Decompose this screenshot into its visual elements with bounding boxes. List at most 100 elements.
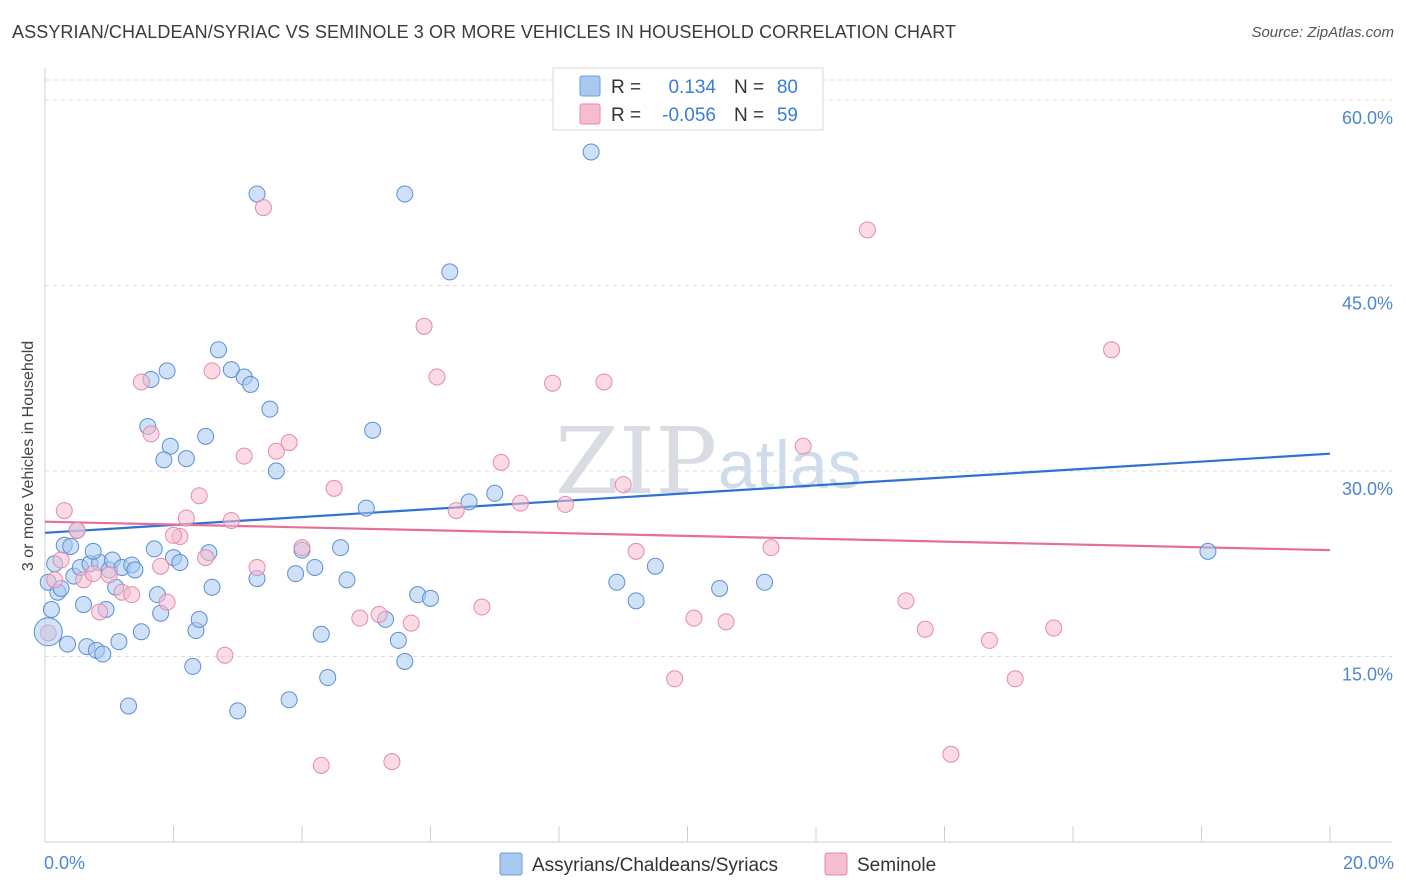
point-assyrians <box>364 421 382 439</box>
point-assyrians <box>126 561 144 579</box>
point-seminole <box>544 374 562 392</box>
point-seminole <box>595 373 613 391</box>
point-assyrians <box>306 558 324 576</box>
correlation-legend: R = 0.134 N = 80 R = -0.056 N = 59 <box>552 67 824 131</box>
point-seminole <box>158 593 176 611</box>
point-seminole <box>165 526 182 544</box>
point-seminole <box>132 373 150 391</box>
point-assyrians <box>261 400 279 418</box>
point-assyrians <box>280 691 298 709</box>
point-seminole <box>980 631 998 649</box>
point-assyrians <box>120 697 138 715</box>
point-assyrians <box>312 625 330 643</box>
point-assyrians <box>155 451 173 469</box>
point-seminole <box>142 425 160 443</box>
legend-r-label-2: R = <box>611 105 641 126</box>
watermark-atlas: atlas <box>718 427 862 503</box>
point-seminole <box>473 598 491 616</box>
legend-n-label-1: N = <box>734 77 764 98</box>
point-assyrians <box>389 631 407 649</box>
point-seminole <box>916 620 934 638</box>
point-seminole <box>203 362 221 380</box>
point-assyrians <box>711 579 729 597</box>
point-assyrians <box>248 185 266 203</box>
point-assyrians <box>161 437 179 455</box>
point-seminole <box>152 557 170 575</box>
point-assyrians <box>267 462 285 480</box>
point-assyrians <box>62 537 80 555</box>
point-seminole <box>123 586 141 604</box>
chart-title: ASSYRIAN/CHALDEAN/SYRIAC VS SEMINOLE 3 O… <box>12 22 957 42</box>
point-assyrians <box>756 573 774 591</box>
point-seminole <box>447 502 465 520</box>
y-tick-label: 30.0% <box>1342 479 1393 499</box>
point-seminole <box>942 745 960 763</box>
bottom-legend-swatch-seminole <box>824 852 848 876</box>
point-seminole <box>1045 619 1063 637</box>
point-assyrians <box>1199 542 1217 560</box>
point-seminole <box>614 476 632 494</box>
trend-line-seminole <box>44 520 1331 552</box>
point-seminole <box>556 495 574 513</box>
series-legend: Assyrians/Chaldeans/Syriacs Seminole <box>499 852 936 876</box>
point-seminole <box>68 521 86 539</box>
point-seminole <box>325 479 343 497</box>
legend-r-value-1: 0.134 <box>668 77 716 98</box>
bottom-legend-label-seminole: Seminole <box>857 855 936 876</box>
axes <box>44 68 1392 843</box>
point-assyrians <box>441 263 459 281</box>
point-seminole <box>492 453 510 471</box>
point-seminole <box>627 542 645 560</box>
point-assyrians <box>332 539 350 557</box>
y-tick-label: 15.0% <box>1342 665 1393 685</box>
point-assyrians <box>287 565 305 583</box>
y-axis-label: 3 or more Vehicles in Household <box>20 341 37 571</box>
point-seminole <box>280 434 298 452</box>
point-assyrians <box>422 589 439 607</box>
point-assyrians <box>203 578 221 596</box>
point-assyrians <box>608 573 626 591</box>
point-seminole <box>511 494 529 512</box>
point-seminole <box>415 317 433 335</box>
legend-swatch-seminole <box>579 103 601 125</box>
point-seminole <box>197 549 215 567</box>
x-tick-label-min: 0.0% <box>44 853 85 873</box>
legend-r-label-1: R = <box>611 77 641 98</box>
point-assyrians <box>357 499 375 517</box>
point-seminole <box>46 571 64 589</box>
point-seminole <box>1006 670 1024 688</box>
point-assyrians <box>190 610 208 628</box>
point-assyrians <box>84 542 102 560</box>
point-assyrians <box>184 657 202 675</box>
point-seminole <box>717 613 735 631</box>
point-seminole <box>402 614 420 632</box>
point-assyrians <box>396 652 414 670</box>
point-assyrians <box>33 617 63 647</box>
point-seminole <box>897 592 915 610</box>
point-seminole <box>1103 341 1121 359</box>
point-seminole <box>177 509 195 527</box>
point-assyrians <box>209 341 227 359</box>
point-seminole <box>858 221 876 239</box>
point-seminole <box>190 487 208 505</box>
point-seminole <box>222 511 240 529</box>
point-assyrians <box>42 601 60 619</box>
trend-lines <box>44 452 1331 552</box>
point-assyrians <box>627 592 645 610</box>
point-seminole <box>666 670 684 688</box>
legend-swatch-assyrians <box>579 75 601 97</box>
point-assyrians <box>460 493 478 511</box>
point-assyrians <box>177 450 195 468</box>
point-assyrians <box>582 143 600 161</box>
point-assyrians <box>132 623 150 641</box>
point-seminole <box>91 603 109 621</box>
point-assyrians <box>646 557 664 575</box>
y-tick-label: 45.0% <box>1342 294 1393 314</box>
point-assyrians <box>229 702 247 720</box>
y-tick-label: 60.0% <box>1342 108 1393 128</box>
legend-n-label-2: N = <box>734 105 764 126</box>
point-assyrians <box>197 427 215 445</box>
trend-line-assyrians <box>44 452 1331 534</box>
point-assyrians <box>94 645 112 663</box>
point-assyrians <box>171 554 189 572</box>
